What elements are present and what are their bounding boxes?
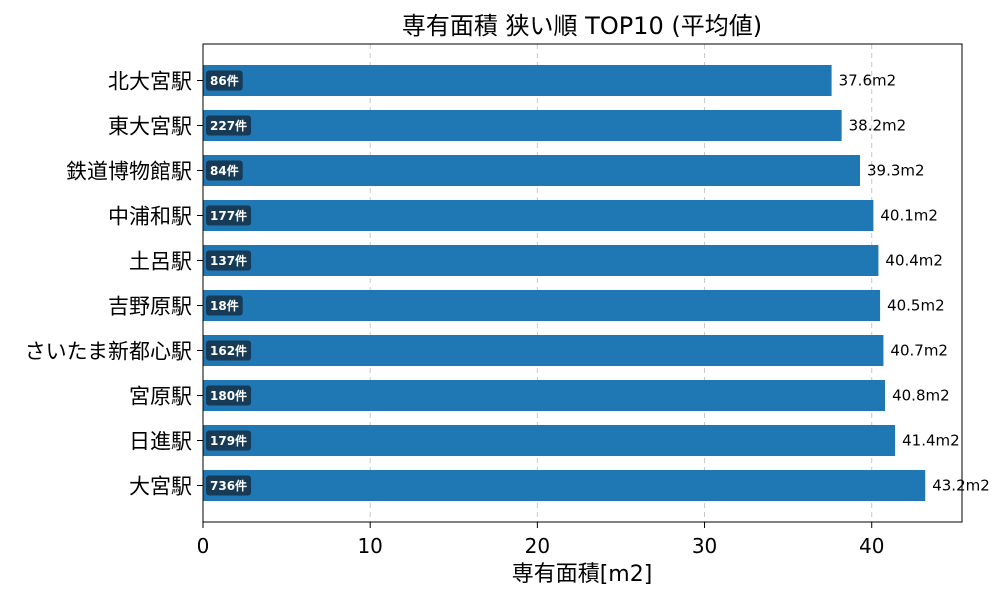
count-label: 180件 xyxy=(210,388,247,403)
x-tick-label: 10 xyxy=(357,534,382,558)
y-tick-label: 吉野原駅 xyxy=(108,295,192,319)
y-tick-label: 鉄道博物館駅 xyxy=(66,160,192,184)
value-label: 39.3m2 xyxy=(867,162,925,180)
y-tick-label: 大宮駅 xyxy=(129,475,192,499)
count-badge: 18件 xyxy=(206,295,243,316)
y-tick-label: 日進駅 xyxy=(129,430,192,454)
count-badge: 227件 xyxy=(206,115,252,136)
labels: 37.6m2 86件 38.2m2 227件 39.3m2 84件 40.1m2 177件 40… xyxy=(206,70,990,496)
bar xyxy=(203,200,874,231)
chart-title: 専有面積 狭い順 TOP10 (平均値) xyxy=(402,12,762,40)
count-label: 137件 xyxy=(210,253,247,268)
count-badge-box xyxy=(206,205,252,226)
x-axis-label: 専有面積[m2] xyxy=(512,562,653,587)
x-axis: 0 10 20 30 40 xyxy=(197,522,884,558)
count-badge-box xyxy=(206,70,243,91)
bar xyxy=(203,245,879,276)
count-label: 177件 xyxy=(210,208,247,223)
x-tick-label: 30 xyxy=(692,534,717,558)
value-label: 40.1m2 xyxy=(880,207,938,225)
value-label: 40.8m2 xyxy=(892,387,950,405)
count-label: 736件 xyxy=(210,478,247,493)
count-badge: 177件 xyxy=(206,205,252,226)
y-axis: 北大宮駅東大宮駅鉄道博物館駅中浦和駅土呂駅吉野原駅さいたま新都心駅宮原駅日進駅大… xyxy=(25,70,203,499)
count-badge-box xyxy=(206,115,252,136)
x-tick-label: 40 xyxy=(859,534,884,558)
value-label: 41.4m2 xyxy=(902,432,960,450)
count-badge-box xyxy=(206,295,243,316)
count-badge: 736件 xyxy=(206,475,252,496)
count-badge-box xyxy=(206,340,252,361)
x-tick-label: 0 xyxy=(197,534,210,558)
value-label: 38.2m2 xyxy=(849,117,907,135)
count-badge-box xyxy=(206,250,252,271)
count-label: 162件 xyxy=(210,343,247,358)
bar xyxy=(203,425,896,456)
bar xyxy=(203,290,881,321)
count-badge-box xyxy=(206,160,243,181)
count-badge: 86件 xyxy=(206,70,243,91)
y-tick-label: 東大宮駅 xyxy=(108,115,192,139)
bar xyxy=(203,380,886,411)
bars xyxy=(203,65,926,501)
x-tick-label: 20 xyxy=(525,534,550,558)
count-label: 18件 xyxy=(210,298,239,313)
value-label: 37.6m2 xyxy=(839,72,897,90)
count-label: 227件 xyxy=(210,118,247,133)
count-badge: 137件 xyxy=(206,250,252,271)
y-tick-label: 中浦和駅 xyxy=(108,205,192,229)
value-label: 40.7m2 xyxy=(890,342,948,360)
count-badge: 179件 xyxy=(206,430,252,451)
count-badge: 180件 xyxy=(206,385,252,406)
count-badge-box xyxy=(206,385,252,406)
bar xyxy=(203,335,884,366)
bar xyxy=(203,110,842,141)
bar xyxy=(203,155,861,186)
value-label: 40.5m2 xyxy=(887,297,945,315)
bar xyxy=(203,65,832,96)
y-tick-label: 土呂駅 xyxy=(129,250,192,274)
count-badge: 84件 xyxy=(206,160,243,181)
count-label: 84件 xyxy=(210,163,239,178)
bar xyxy=(203,470,926,501)
count-badge: 162件 xyxy=(206,340,252,361)
count-badge-box xyxy=(206,475,252,496)
y-tick-label: 宮原駅 xyxy=(129,385,192,409)
count-badge-box xyxy=(206,430,252,451)
value-label: 43.2m2 xyxy=(932,477,990,495)
y-tick-label: 北大宮駅 xyxy=(108,70,192,94)
count-label: 86件 xyxy=(210,73,239,88)
count-label: 179件 xyxy=(210,433,247,448)
value-label: 40.4m2 xyxy=(885,252,943,270)
y-tick-label: さいたま新都心駅 xyxy=(25,340,192,364)
plot-frame xyxy=(202,43,963,523)
